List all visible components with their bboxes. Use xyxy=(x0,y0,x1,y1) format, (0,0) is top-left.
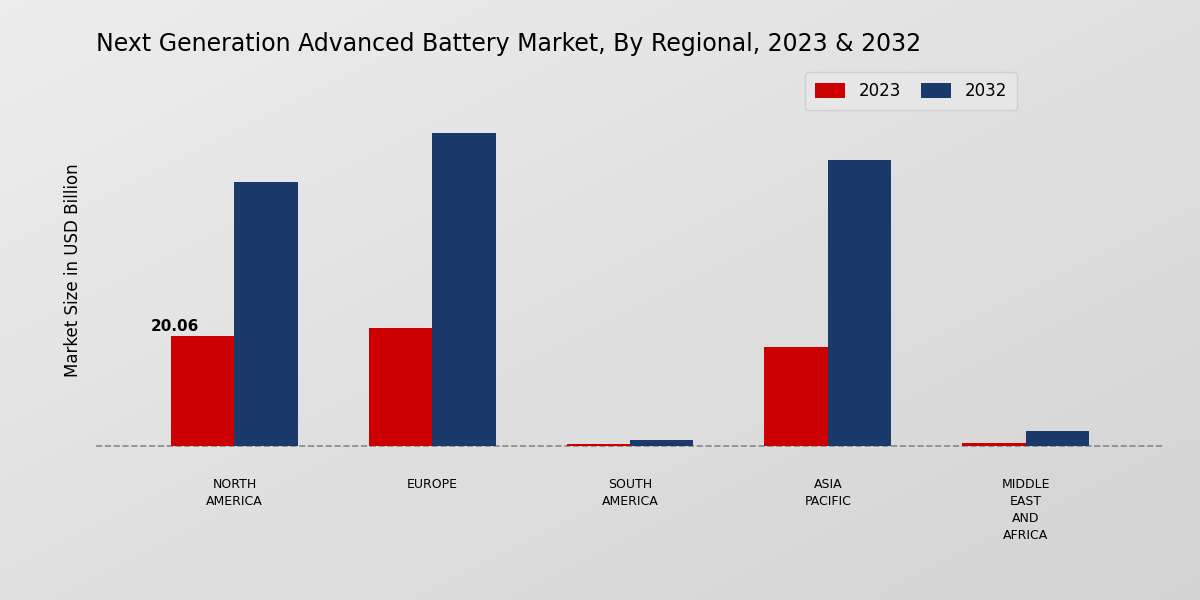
Text: Next Generation Advanced Battery Market, By Regional, 2023 & 2032: Next Generation Advanced Battery Market,… xyxy=(96,32,922,56)
Bar xyxy=(432,133,496,446)
Bar xyxy=(172,335,234,446)
Text: 20.06: 20.06 xyxy=(150,319,199,334)
Bar xyxy=(234,182,298,446)
Bar xyxy=(368,328,432,446)
Bar xyxy=(566,444,630,446)
Legend: 2023, 2032: 2023, 2032 xyxy=(805,73,1016,110)
Bar xyxy=(828,160,892,446)
Y-axis label: Market Size in USD Billion: Market Size in USD Billion xyxy=(64,163,82,377)
Bar xyxy=(630,440,694,446)
Bar xyxy=(1026,431,1088,446)
Bar xyxy=(764,347,828,446)
Bar xyxy=(962,443,1026,446)
